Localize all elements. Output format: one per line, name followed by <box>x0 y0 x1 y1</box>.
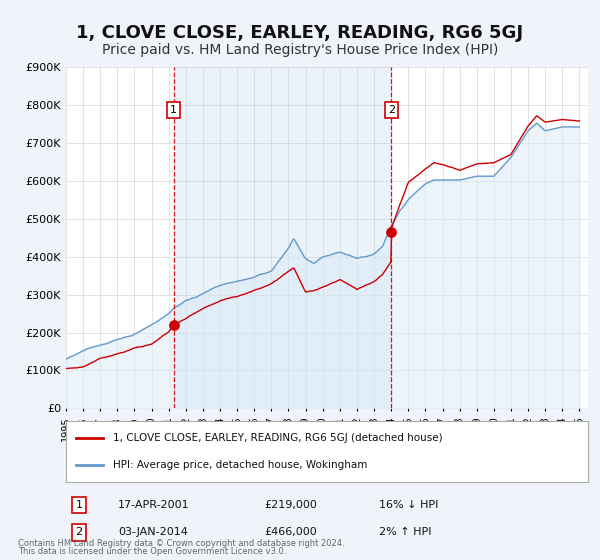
Point <box>169 321 178 330</box>
Text: 16% ↓ HPI: 16% ↓ HPI <box>379 500 439 510</box>
Text: £466,000: £466,000 <box>265 528 317 538</box>
Text: 2: 2 <box>76 528 83 538</box>
Bar <box>173 67 391 408</box>
Text: 1, CLOVE CLOSE, EARLEY, READING, RG6 5GJ: 1, CLOVE CLOSE, EARLEY, READING, RG6 5GJ <box>76 24 524 41</box>
Text: 17-APR-2001: 17-APR-2001 <box>118 500 190 510</box>
Text: 1, CLOVE CLOSE, EARLEY, READING, RG6 5GJ (detached house): 1, CLOVE CLOSE, EARLEY, READING, RG6 5GJ… <box>113 433 443 443</box>
Text: 1: 1 <box>76 500 83 510</box>
Text: HPI: Average price, detached house, Wokingham: HPI: Average price, detached house, Woki… <box>113 460 367 470</box>
Text: 1: 1 <box>170 105 177 115</box>
Text: 2% ↑ HPI: 2% ↑ HPI <box>379 528 432 538</box>
Point <box>386 227 396 236</box>
Text: 2: 2 <box>388 105 395 115</box>
Text: £219,000: £219,000 <box>265 500 317 510</box>
Text: Contains HM Land Registry data © Crown copyright and database right 2024.: Contains HM Land Registry data © Crown c… <box>18 539 344 548</box>
Text: 03-JAN-2014: 03-JAN-2014 <box>118 528 188 538</box>
Text: Price paid vs. HM Land Registry's House Price Index (HPI): Price paid vs. HM Land Registry's House … <box>102 43 498 57</box>
Text: This data is licensed under the Open Government Licence v3.0.: This data is licensed under the Open Gov… <box>18 547 286 556</box>
